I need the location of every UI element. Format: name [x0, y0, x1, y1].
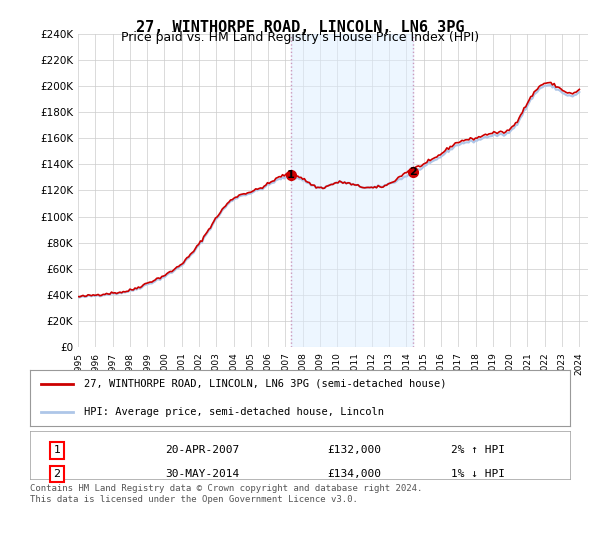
Text: £134,000: £134,000 [327, 469, 381, 479]
Text: 2: 2 [410, 167, 417, 177]
Text: Price paid vs. HM Land Registry's House Price Index (HPI): Price paid vs. HM Land Registry's House … [121, 31, 479, 44]
Text: HPI: Average price, semi-detached house, Lincoln: HPI: Average price, semi-detached house,… [84, 407, 384, 417]
Bar [290, 34, 413, 347]
Text: 1% ↓ HPI: 1% ↓ HPI [451, 469, 505, 479]
Text: 20-APR-2007: 20-APR-2007 [165, 445, 239, 455]
Text: 27, WINTHORPE ROAD, LINCOLN, LN6 3PG (semi-detached house): 27, WINTHORPE ROAD, LINCOLN, LN6 3PG (se… [84, 379, 446, 389]
Text: £132,000: £132,000 [327, 445, 381, 455]
Text: 2% ↑ HPI: 2% ↑ HPI [451, 445, 505, 455]
Text: 30-MAY-2014: 30-MAY-2014 [165, 469, 239, 479]
Text: 2: 2 [53, 469, 61, 479]
Text: 1: 1 [287, 170, 295, 180]
Text: Contains HM Land Registry data © Crown copyright and database right 2024.
This d: Contains HM Land Registry data © Crown c… [30, 484, 422, 504]
Text: 1: 1 [53, 445, 61, 455]
Text: 27, WINTHORPE ROAD, LINCOLN, LN6 3PG: 27, WINTHORPE ROAD, LINCOLN, LN6 3PG [136, 20, 464, 35]
